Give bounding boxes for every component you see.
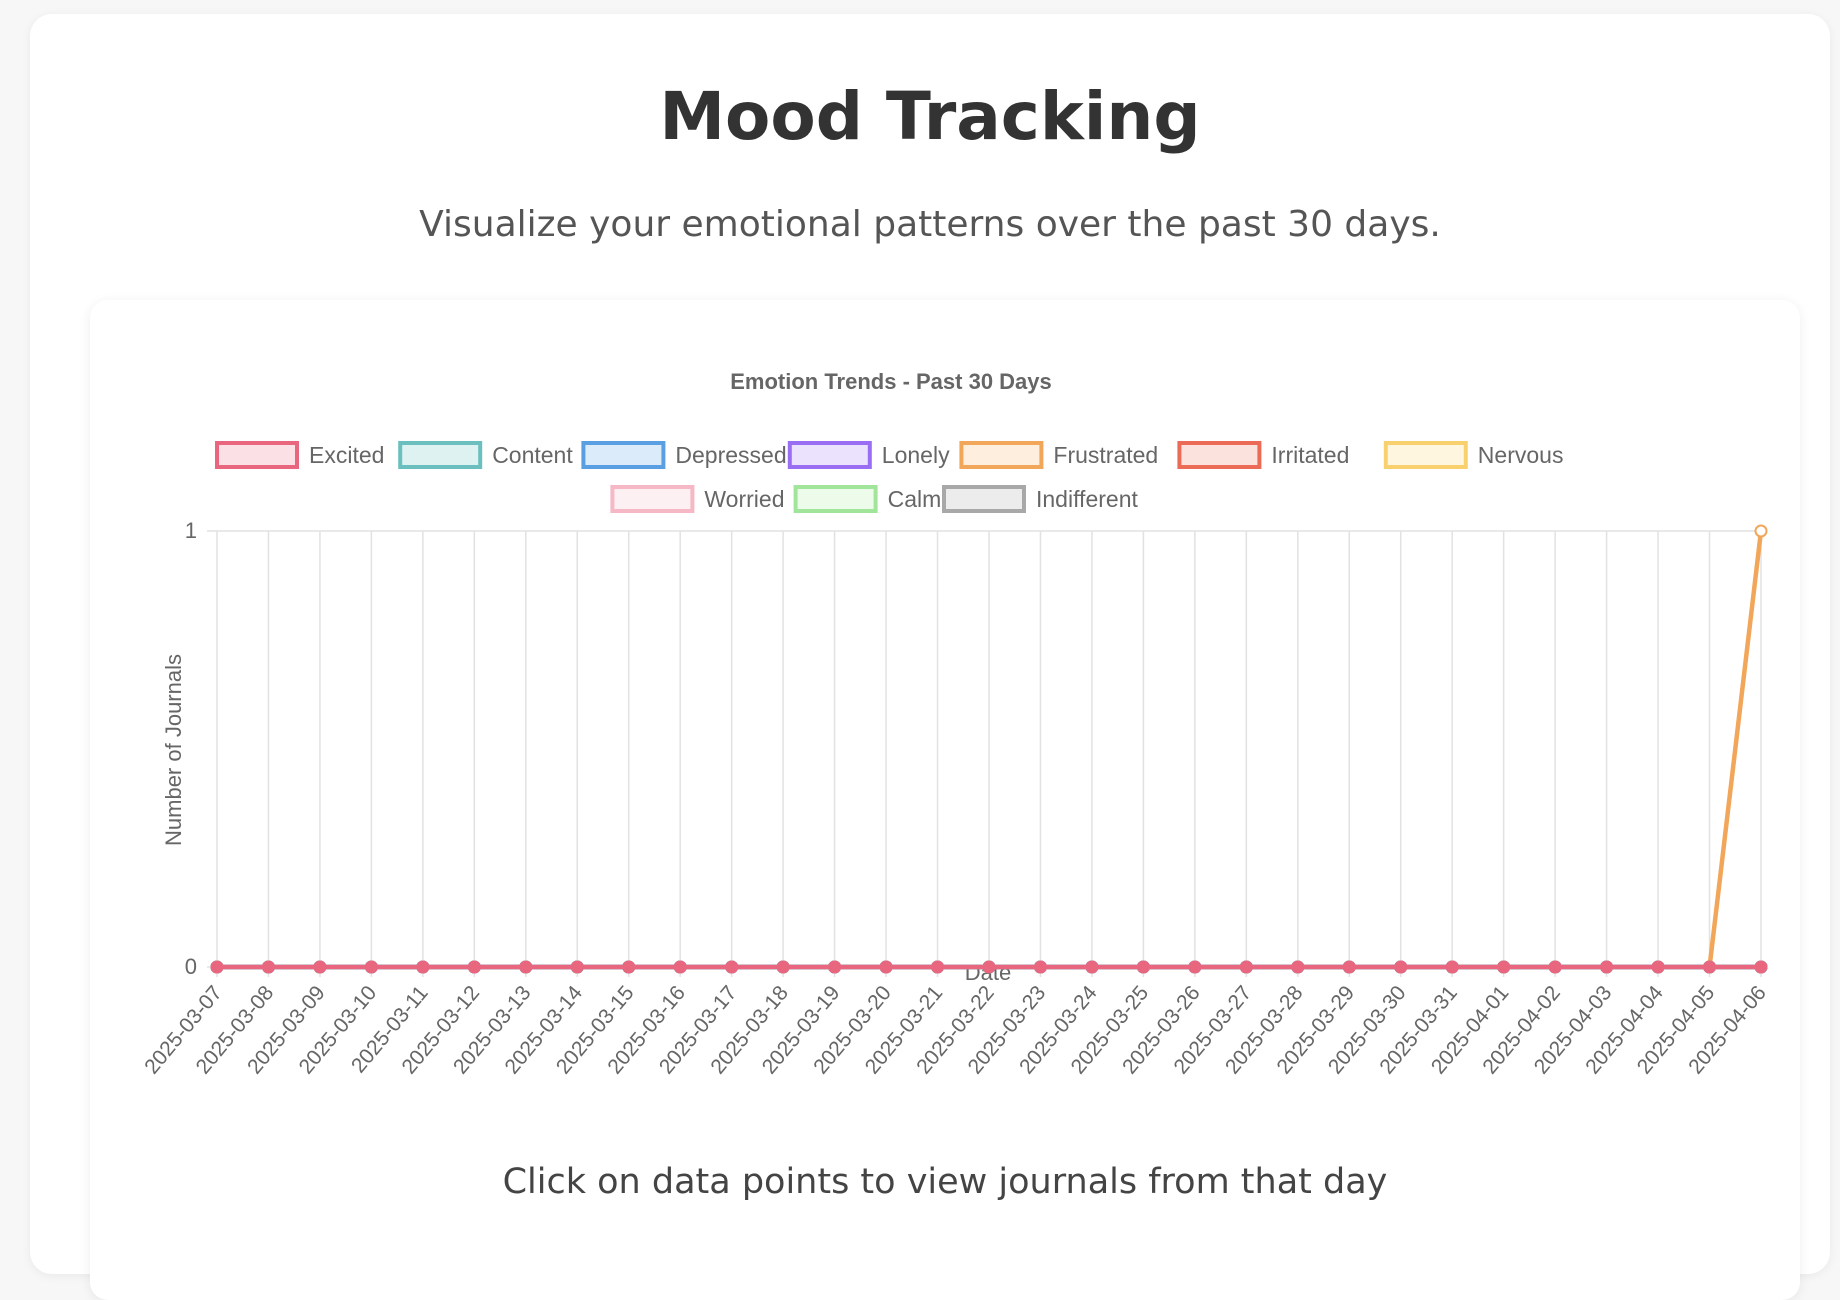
data-point-excited[interactable] [879,960,893,974]
legend-item-calm[interactable]: Calm [793,485,942,513]
page-subtitle: Visualize your emotional patterns over t… [419,204,1441,245]
data-point-excited[interactable] [931,960,945,974]
legend-swatch-frustrated [959,441,1044,469]
data-point-excited[interactable] [570,960,584,974]
data-point-excited[interactable] [1136,960,1150,974]
legend-label-worried: Worried [704,486,784,512]
legend-label-frustrated: Frustrated [1053,442,1158,468]
mood-tracking-card: Mood Tracking Visualize your emotional p… [30,14,1830,1300]
legend-label-irritated: Irritated [1271,442,1349,468]
y-tick-label: 1 [185,518,197,543]
data-point-excited[interactable] [313,960,327,974]
data-point-excited[interactable] [1394,960,1408,974]
data-point-excited[interactable] [1651,960,1665,974]
data-point-excited[interactable] [467,960,481,974]
data-point-excited[interactable] [1033,960,1047,974]
data-point-excited[interactable] [1342,960,1356,974]
legend-item-excited[interactable]: Excited [215,441,384,469]
data-point-excited[interactable] [1445,960,1459,974]
data-point-excited[interactable] [1703,960,1717,974]
legend-label-nervous: Nervous [1478,442,1564,468]
chart-title: Emotion Trends - Past 30 Days [730,369,1052,394]
data-point-excited[interactable] [1754,960,1768,974]
data-point-frustrated[interactable] [1754,524,1768,538]
data-point-excited[interactable] [416,960,430,974]
data-point-excited[interactable] [364,960,378,974]
page-title: Mood Tracking [659,78,1201,155]
chart-grid [207,530,1762,977]
legend-item-nervous[interactable]: Nervous [1383,441,1564,469]
chart-series [210,524,1768,974]
legend-item-worried[interactable]: Worried [610,485,785,513]
data-point-excited[interactable] [261,960,275,974]
legend-swatch-lonely [787,441,872,469]
y-axis: 01 [185,518,197,979]
data-point-excited[interactable] [982,960,996,974]
legend-label-depressed: Depressed [675,442,786,468]
legend-label-content: Content [492,442,573,468]
y-tick-label: 0 [185,954,197,979]
data-point-excited[interactable] [776,960,790,974]
data-point-excited[interactable] [1600,960,1614,974]
series-excited [210,960,1768,974]
chart-card: Emotion Trends - Past 30 Days Excited Con… [90,300,1800,1300]
legend-swatch-content [398,441,483,469]
data-point-excited[interactable] [1291,960,1305,974]
data-point-excited[interactable] [1497,960,1511,974]
legend-item-depressed[interactable]: Depressed [581,441,787,469]
legend-swatch-indifferent [942,485,1026,513]
legend-label-calm: Calm [888,486,942,512]
data-point-excited[interactable] [622,960,636,974]
data-point-excited[interactable] [725,960,739,974]
data-point-excited[interactable] [1188,960,1202,974]
legend-swatch-depressed [581,441,666,469]
emotion-trends-chart: Emotion Trends - Past 30 Days Excited Con… [140,369,1771,1079]
x-axis: 2025-03-072025-03-082025-03-092025-03-10… [140,981,1771,1078]
data-point-excited[interactable] [1548,960,1562,974]
data-point-excited[interactable] [828,960,842,974]
legend-item-indifferent[interactable]: Indifferent [942,485,1138,513]
legend-swatch-calm [793,485,878,513]
legend-label-excited: Excited [309,442,384,468]
legend-item-content[interactable]: Content [398,441,573,469]
y-axis-label: Number of Journals [161,654,186,846]
data-point-excited[interactable] [210,960,224,974]
data-point-excited[interactable] [1239,960,1253,974]
legend-swatch-worried [610,485,695,513]
legend-item-lonely[interactable]: Lonely [787,441,950,469]
legend-item-frustrated[interactable]: Frustrated [959,441,1158,469]
legend-label-lonely: Lonely [882,442,950,468]
chart-legend: Excited Content Depressed Lonely Frustrated I… [215,441,1564,513]
legend-label-indifferent: Indifferent [1036,486,1138,512]
legend-item-irritated[interactable]: Irritated [1177,441,1349,469]
legend-swatch-nervous [1383,441,1468,469]
data-point-excited[interactable] [1085,960,1099,974]
data-point-excited[interactable] [673,960,687,974]
legend-swatch-irritated [1177,441,1262,469]
chart-hint: Click on data points to view journals fr… [502,1162,1388,1202]
legend-swatch-excited [215,441,299,469]
data-point-excited[interactable] [519,960,533,974]
